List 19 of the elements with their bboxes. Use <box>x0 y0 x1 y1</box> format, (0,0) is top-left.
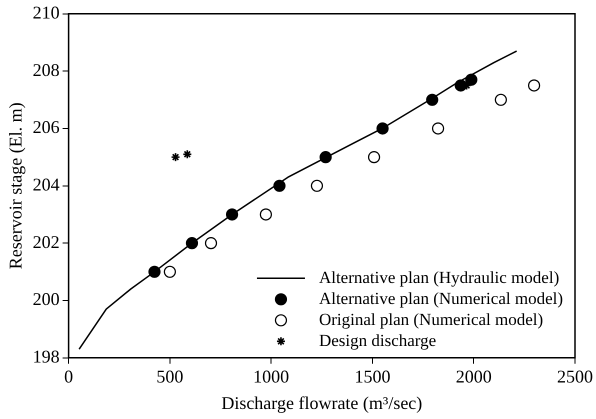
legend-label: Alternative plan (Numerical model) <box>318 288 564 308</box>
x-axis-title: Discharge flowrate (m³/sec) <box>221 392 422 413</box>
x-tick-label: 2500 <box>557 366 593 386</box>
legend-label: Original plan (Numerical model) <box>318 310 544 329</box>
y-tick-label: 198 <box>32 346 60 367</box>
y-tick-label: 200 <box>32 289 60 310</box>
y-tick-label: 204 <box>32 174 60 195</box>
y-tick-label: 206 <box>32 117 60 138</box>
y-axis-title: Reservoir stage (El. m) <box>6 102 26 270</box>
y-tick-label: 208 <box>32 60 60 80</box>
x-tick-label: 500 <box>156 366 184 386</box>
y-tick-label: 202 <box>32 232 60 252</box>
legend-label: Design discharge <box>318 330 436 350</box>
y-tick-label: 210 <box>32 2 60 23</box>
x-tick-label: 1500 <box>354 366 390 386</box>
x-tick-label: 1000 <box>253 366 290 386</box>
x-tick-label: 2000 <box>456 366 492 386</box>
x-tick-label: 0 <box>64 366 74 386</box>
legend-label: Alternative plan (Hydraulic model) <box>318 268 560 287</box>
